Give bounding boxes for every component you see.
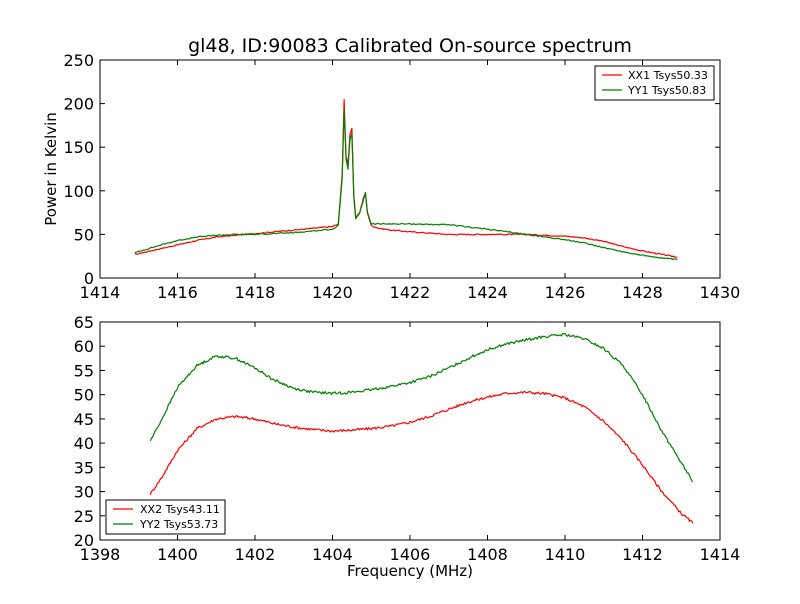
- top-plot: 1414 1416 1418 1420 1422 1424 1426 1428 1430 0 50 1…: [42, 51, 740, 302]
- top-x-tick-label: 1416: [157, 283, 198, 302]
- bottom-series-line-yy2: [149, 333, 694, 483]
- top-x-tick-label: 1426: [545, 283, 586, 302]
- bottom-legend: XX2 Tsys43.11 YY2 Tsys53.73: [105, 499, 226, 535]
- bottom-x-tick-label: 1398: [80, 545, 121, 564]
- top-x-tick-label: 1430: [700, 283, 741, 302]
- bottom-x-tick-label: 1400: [157, 545, 198, 564]
- top-x-tick-label: 1420: [312, 283, 353, 302]
- bottom-x-axis-label: Frequency (MHz): [347, 562, 473, 580]
- top-y-tick-label: 150: [63, 138, 94, 157]
- bottom-x-tick-label: 1412: [622, 545, 663, 564]
- top-y-tick-label: 50: [74, 225, 94, 244]
- bottom-y-tick-label: 30: [74, 483, 94, 502]
- top-plot-frame: [99, 59, 721, 279]
- top-y-tick-label: 0: [84, 269, 94, 288]
- top-x-tick-label: 1424: [467, 283, 508, 302]
- top-y-axis-label: Power in Kelvin: [42, 112, 60, 226]
- bottom-y-tick-label: 55: [74, 361, 94, 380]
- top-legend-label-yy1: YY1 Tsys50.83: [627, 84, 706, 97]
- bottom-plot-frame: [99, 321, 721, 541]
- bottom-x-tick-label: 1414: [700, 545, 741, 564]
- bottom-y-tick-label: 65: [74, 313, 94, 332]
- bottom-y-tick-label: 25: [74, 507, 94, 526]
- top-y-tick-label: 200: [63, 95, 94, 114]
- bottom-series-lines: [149, 333, 694, 524]
- bottom-y-tick-label: 20: [74, 531, 94, 550]
- bottom-x-tick-label: 1404: [312, 545, 353, 564]
- top-series-line-yy1: [134, 108, 678, 261]
- bottom-y-tick-label: 60: [74, 337, 94, 356]
- bottom-y-tick-label: 50: [74, 386, 94, 405]
- bottom-y-tick-label: 35: [74, 458, 94, 477]
- top-series-line-xx1: [134, 99, 678, 258]
- top-x-tick-label: 1418: [235, 283, 276, 302]
- bottom-legend-label-xx2: XX2 Tsys43.11: [140, 503, 220, 516]
- bottom-tick-labels: 1398 1400 1402 1404 1406 1408 1410 1412 1414 20 25…: [74, 313, 741, 564]
- bottom-x-tick-label: 1406: [390, 545, 431, 564]
- top-legend-label-xx1: XX1 Tsys50.33: [628, 69, 708, 82]
- bottom-x-tick-label: 1410: [545, 545, 586, 564]
- top-legend: XX1 Tsys50.33 YY1 Tsys50.83: [594, 65, 715, 101]
- bottom-y-tick-label: 40: [74, 434, 94, 453]
- bottom-x-tick-label: 1408: [467, 545, 508, 564]
- bottom-legend-box: [105, 499, 226, 535]
- top-y-tick-label: 100: [63, 182, 94, 201]
- bottom-legend-label-yy2: YY2 Tsys53.73: [139, 518, 218, 531]
- bottom-series-line-xx2: [149, 390, 694, 524]
- top-tick-labels: 1414 1416 1418 1420 1422 1424 1426 1428 1430 0 50 1…: [63, 51, 740, 302]
- bottom-x-tick-label: 1402: [235, 545, 276, 564]
- top-x-tick-label: 1422: [390, 283, 431, 302]
- top-x-tick-label: 1414: [80, 283, 121, 302]
- top-y-tick-label: 250: [63, 51, 94, 70]
- bottom-plot: 1398 1400 1402 1404 1406 1408 1410 1412 1414 20 25…: [74, 313, 741, 580]
- top-legend-box: [594, 65, 715, 101]
- top-series-lines: [134, 99, 678, 261]
- bottom-y-tick-label: 45: [74, 410, 94, 429]
- top-x-tick-label: 1428: [622, 283, 663, 302]
- chart-title: gl48, ID:90083 Calibrated On-source spec…: [188, 35, 632, 57]
